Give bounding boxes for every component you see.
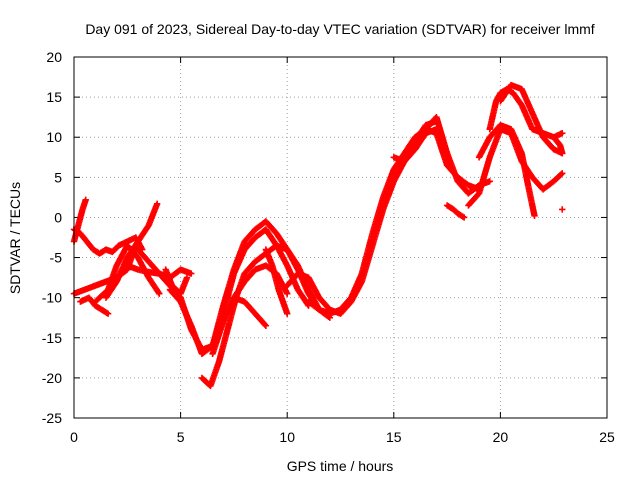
data-point	[531, 212, 538, 220]
data-point	[261, 321, 269, 328]
data-point	[156, 290, 163, 297]
series-arc14	[230, 294, 270, 329]
y-tick-label: 10	[46, 129, 62, 145]
x-tick-label: 25	[599, 429, 615, 445]
y-axis-label: SDTVAR / TECUs	[7, 182, 23, 294]
series-arc24	[497, 81, 566, 157]
data-point	[188, 270, 195, 277]
series-arc22	[475, 121, 538, 220]
y-tick-label: -10	[42, 290, 62, 306]
data-point	[559, 130, 566, 137]
y-tick-label: 20	[46, 49, 62, 65]
data-point	[82, 196, 89, 203]
data-point	[153, 200, 161, 208]
chart-title: Day 091 of 2023, Sidereal Day-to-day VTE…	[85, 21, 594, 37]
x-tick-label: 20	[493, 429, 509, 445]
data-point	[460, 214, 468, 221]
data-point	[284, 290, 291, 297]
series-arc20	[443, 202, 468, 221]
data-point	[104, 310, 112, 317]
data-points	[70, 81, 566, 390]
series-arc6	[92, 242, 163, 305]
series-arc17	[305, 113, 451, 317]
data-point	[103, 309, 111, 317]
y-tick-label: 15	[46, 89, 62, 105]
series-arc11	[177, 218, 323, 354]
x-tick-label: 15	[386, 429, 402, 445]
data-point	[559, 170, 566, 177]
data-point	[155, 289, 162, 296]
x-tick-label: 5	[177, 429, 185, 445]
y-tick-label: 5	[54, 169, 62, 185]
data-point	[183, 274, 191, 281]
data-point	[284, 310, 291, 317]
y-tick-label: -25	[42, 410, 62, 426]
series-arc15	[262, 246, 291, 317]
data-point	[262, 322, 270, 329]
x-axis-label: GPS time / hours	[287, 458, 394, 474]
x-tick-label: 10	[279, 429, 295, 445]
data-point	[486, 178, 493, 185]
y-tick-label: -20	[42, 370, 62, 386]
grid-lines	[74, 57, 607, 418]
data-point	[559, 150, 566, 157]
data-point	[559, 206, 566, 213]
series-arc19	[422, 126, 483, 193]
series-arc26	[559, 206, 566, 213]
series-arc9	[162, 266, 191, 297]
y-tick-label: -15	[42, 330, 62, 346]
data-point	[459, 213, 467, 220]
plot-frame	[73, 56, 608, 419]
y-tick-label: -5	[50, 250, 63, 266]
series-arc1	[70, 196, 89, 245]
x-tick-label: 0	[70, 429, 78, 445]
y-tick-label: 0	[54, 209, 62, 225]
series-arc25	[550, 134, 566, 157]
axis-ticks: 0 5 10 15 20 25 -25 -20 -15 -10 -5 0 5 10 15 20	[42, 49, 615, 445]
data-point	[557, 171, 565, 178]
